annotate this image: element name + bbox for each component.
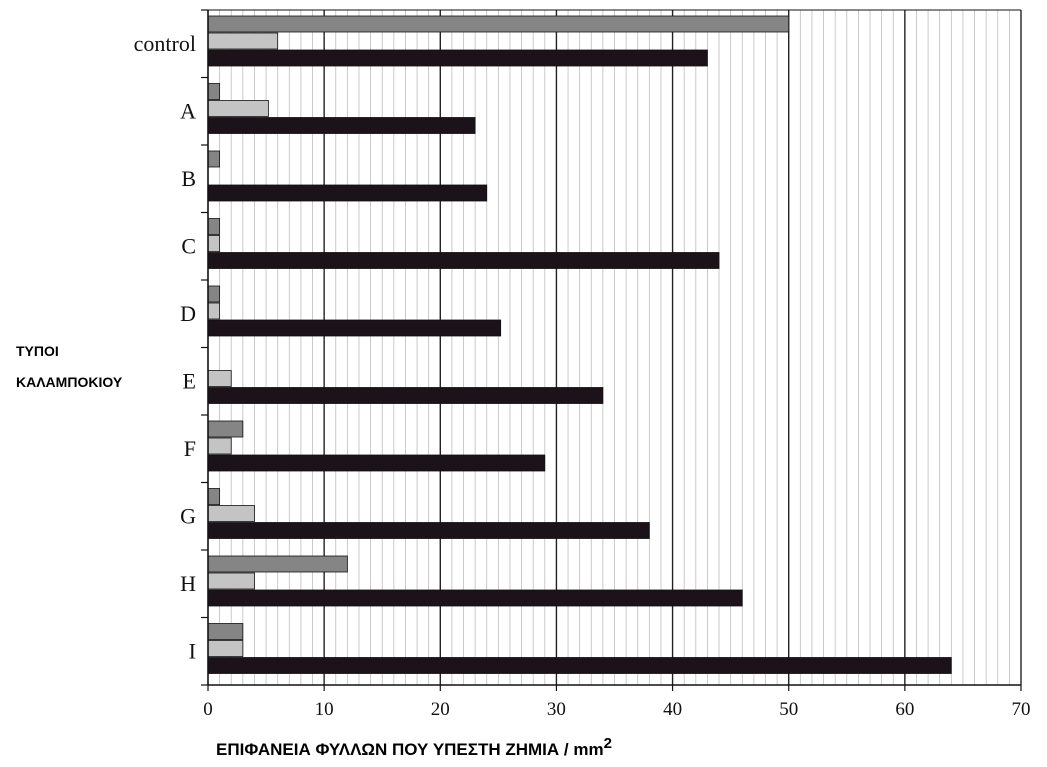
x-tick-label: 50 <box>779 699 798 720</box>
bar <box>207 218 221 235</box>
bar <box>207 640 244 657</box>
x-axis-label-main: ΕΠΙΦΑΝΕΙΑ ΦΥΛΛΩΝ ΠΟΥ ΥΠΕΣΤΗ ΖΗΜΙΑ / mm <box>216 740 604 759</box>
bar <box>207 623 244 640</box>
category-label: B <box>181 166 196 191</box>
category-label: F <box>184 436 196 461</box>
y-axis-label-line-1: ΤΥΠΟΙ <box>16 343 59 359</box>
category-label: C <box>181 233 196 258</box>
bar <box>207 555 348 573</box>
y-axis-label-line-2: ΚΑΛΑΜΠΟΚΙΟΥ <box>16 374 123 390</box>
bar <box>207 285 221 303</box>
bar <box>207 420 244 438</box>
x-tick-label: 30 <box>547 699 566 720</box>
category-label: A <box>180 98 196 123</box>
bar <box>207 319 502 337</box>
category-label: H <box>180 571 196 596</box>
bar <box>207 657 952 674</box>
bar <box>207 252 720 269</box>
minor-gridlines <box>219 10 1010 685</box>
bar <box>207 370 232 387</box>
bar <box>207 387 604 404</box>
bar <box>207 150 221 168</box>
bar <box>207 505 255 522</box>
bars <box>207 15 952 674</box>
category-label: E <box>183 368 196 393</box>
category-label: G <box>180 503 196 528</box>
bar <box>207 437 232 455</box>
bar <box>207 454 546 472</box>
bar <box>207 522 650 539</box>
category-label: control <box>134 31 196 56</box>
category-label: D <box>180 301 196 326</box>
x-tick-label: 0 <box>203 699 213 720</box>
bar <box>207 117 476 134</box>
bar <box>207 83 221 100</box>
bar <box>207 488 221 505</box>
x-axis-label: ΕΠΙΦΑΝΕΙΑ ΦΥΛΛΩΝ ΠΟΥ ΥΠΕΣΤΗ ΖΗΜΙΑ / mm2 <box>216 735 612 759</box>
bar <box>207 184 488 202</box>
bar <box>207 235 221 252</box>
x-axis-label-superscript: 2 <box>604 735 612 752</box>
bar <box>207 572 255 590</box>
bar <box>207 589 743 607</box>
x-tick-labels: 0 10 20 30 40 50 60 70 <box>203 699 1030 720</box>
axes <box>201 9 1022 691</box>
bar <box>207 32 279 50</box>
bar <box>207 49 708 67</box>
bar <box>207 302 221 320</box>
category-labels: control A B C D E F G H I <box>134 31 196 664</box>
x-tick-label: 20 <box>431 699 450 720</box>
bar <box>207 15 790 33</box>
x-tick-label: 60 <box>895 699 914 720</box>
x-tick-label: 70 <box>1012 699 1031 720</box>
x-tick-label: 40 <box>663 699 682 720</box>
bar <box>207 100 269 117</box>
category-label: I <box>189 638 196 663</box>
x-tick-label: 10 <box>315 699 334 720</box>
